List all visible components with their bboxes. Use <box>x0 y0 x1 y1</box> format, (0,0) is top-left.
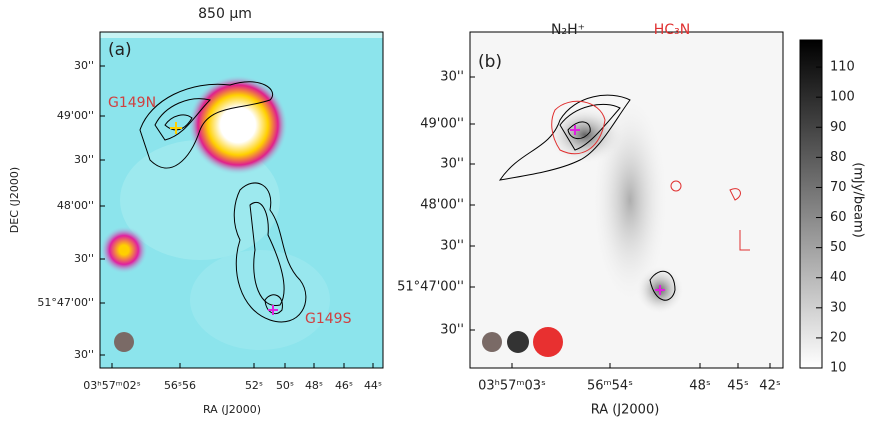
x-tick-label: 52ˢ <box>245 379 263 392</box>
y-tick-label: 30'' <box>74 153 94 166</box>
legend-entry: HC₃N <box>654 22 690 38</box>
y-tick-label: 49'00'' <box>57 109 94 122</box>
x-tick-label: 42ˢ <box>759 379 781 394</box>
y-tick-label: 30'' <box>74 252 94 265</box>
colorbar-tick-label: 90 <box>830 120 847 135</box>
x-tick-label: 03ʰ57ᵐ02ˢ <box>83 379 140 392</box>
y-tick-label: 48'00'' <box>57 199 94 212</box>
colorbar-tick-label: 40 <box>830 270 847 285</box>
image-b <box>470 32 783 368</box>
y-tick-label: 30'' <box>74 348 94 361</box>
x-tick-label: 45ˢ <box>727 379 749 394</box>
y-tick-label: 51°47'00'' <box>37 296 94 309</box>
x-axis-label: RA (J2000) <box>203 403 261 416</box>
annotation: G149N <box>108 95 156 111</box>
title: 850 μm <box>198 6 252 22</box>
y-tick-label: 30'' <box>440 323 464 338</box>
x-tick-label: 03ʰ57ᵐ03ˢ <box>478 379 546 394</box>
x-tick-label: 48ˢ <box>689 379 711 394</box>
colorbar <box>799 39 823 369</box>
frame-a <box>99 31 384 369</box>
legend-entry: N₂H⁺ <box>551 22 585 38</box>
y-tick-label: 51°47'00'' <box>397 280 464 295</box>
colorbar-tick-label: 110 <box>830 60 855 75</box>
y-tick-label: 30'' <box>440 157 464 172</box>
colorbar-tick-label: 20 <box>830 330 847 345</box>
frame-b <box>469 31 784 369</box>
colorbar-tick-label: 70 <box>830 180 847 195</box>
colorbar-tick-label: 80 <box>830 150 847 165</box>
x-tick-label: 56ᵐ54ˢ <box>587 379 633 394</box>
y-tick-label: 49'00'' <box>420 117 464 132</box>
x-tick-label: 50ˢ <box>276 379 294 392</box>
panel-label: (a) <box>108 40 132 60</box>
annotation: G149S <box>305 311 352 327</box>
panel-label: (b) <box>478 52 502 72</box>
y-tick-label: 30'' <box>440 239 464 254</box>
y-axis-label: DEC (J2000) <box>8 167 21 233</box>
y-tick-label: 30'' <box>74 59 94 72</box>
colorbar-tick-label: 60 <box>830 210 847 225</box>
x-axis-label: RA (J2000) <box>591 403 660 418</box>
colorbar-label: (mJy/beam) <box>851 162 866 238</box>
y-tick-label: 30'' <box>440 70 464 85</box>
colorbar-tick-label: 30 <box>830 300 847 315</box>
x-tick-label: 46ˢ <box>335 379 353 392</box>
y-tick-label: 48'00'' <box>420 198 464 213</box>
colorbar-tick-label: 100 <box>830 90 855 105</box>
x-tick-label: 44ˢ <box>364 379 382 392</box>
x-tick-label: 48ˢ <box>305 379 323 392</box>
colorbar-tick-label: 50 <box>830 240 847 255</box>
image-a <box>100 32 383 368</box>
colorbar-tick-label: 10 <box>830 361 847 376</box>
x-tick-label: 56ˢ56 <box>164 379 196 392</box>
